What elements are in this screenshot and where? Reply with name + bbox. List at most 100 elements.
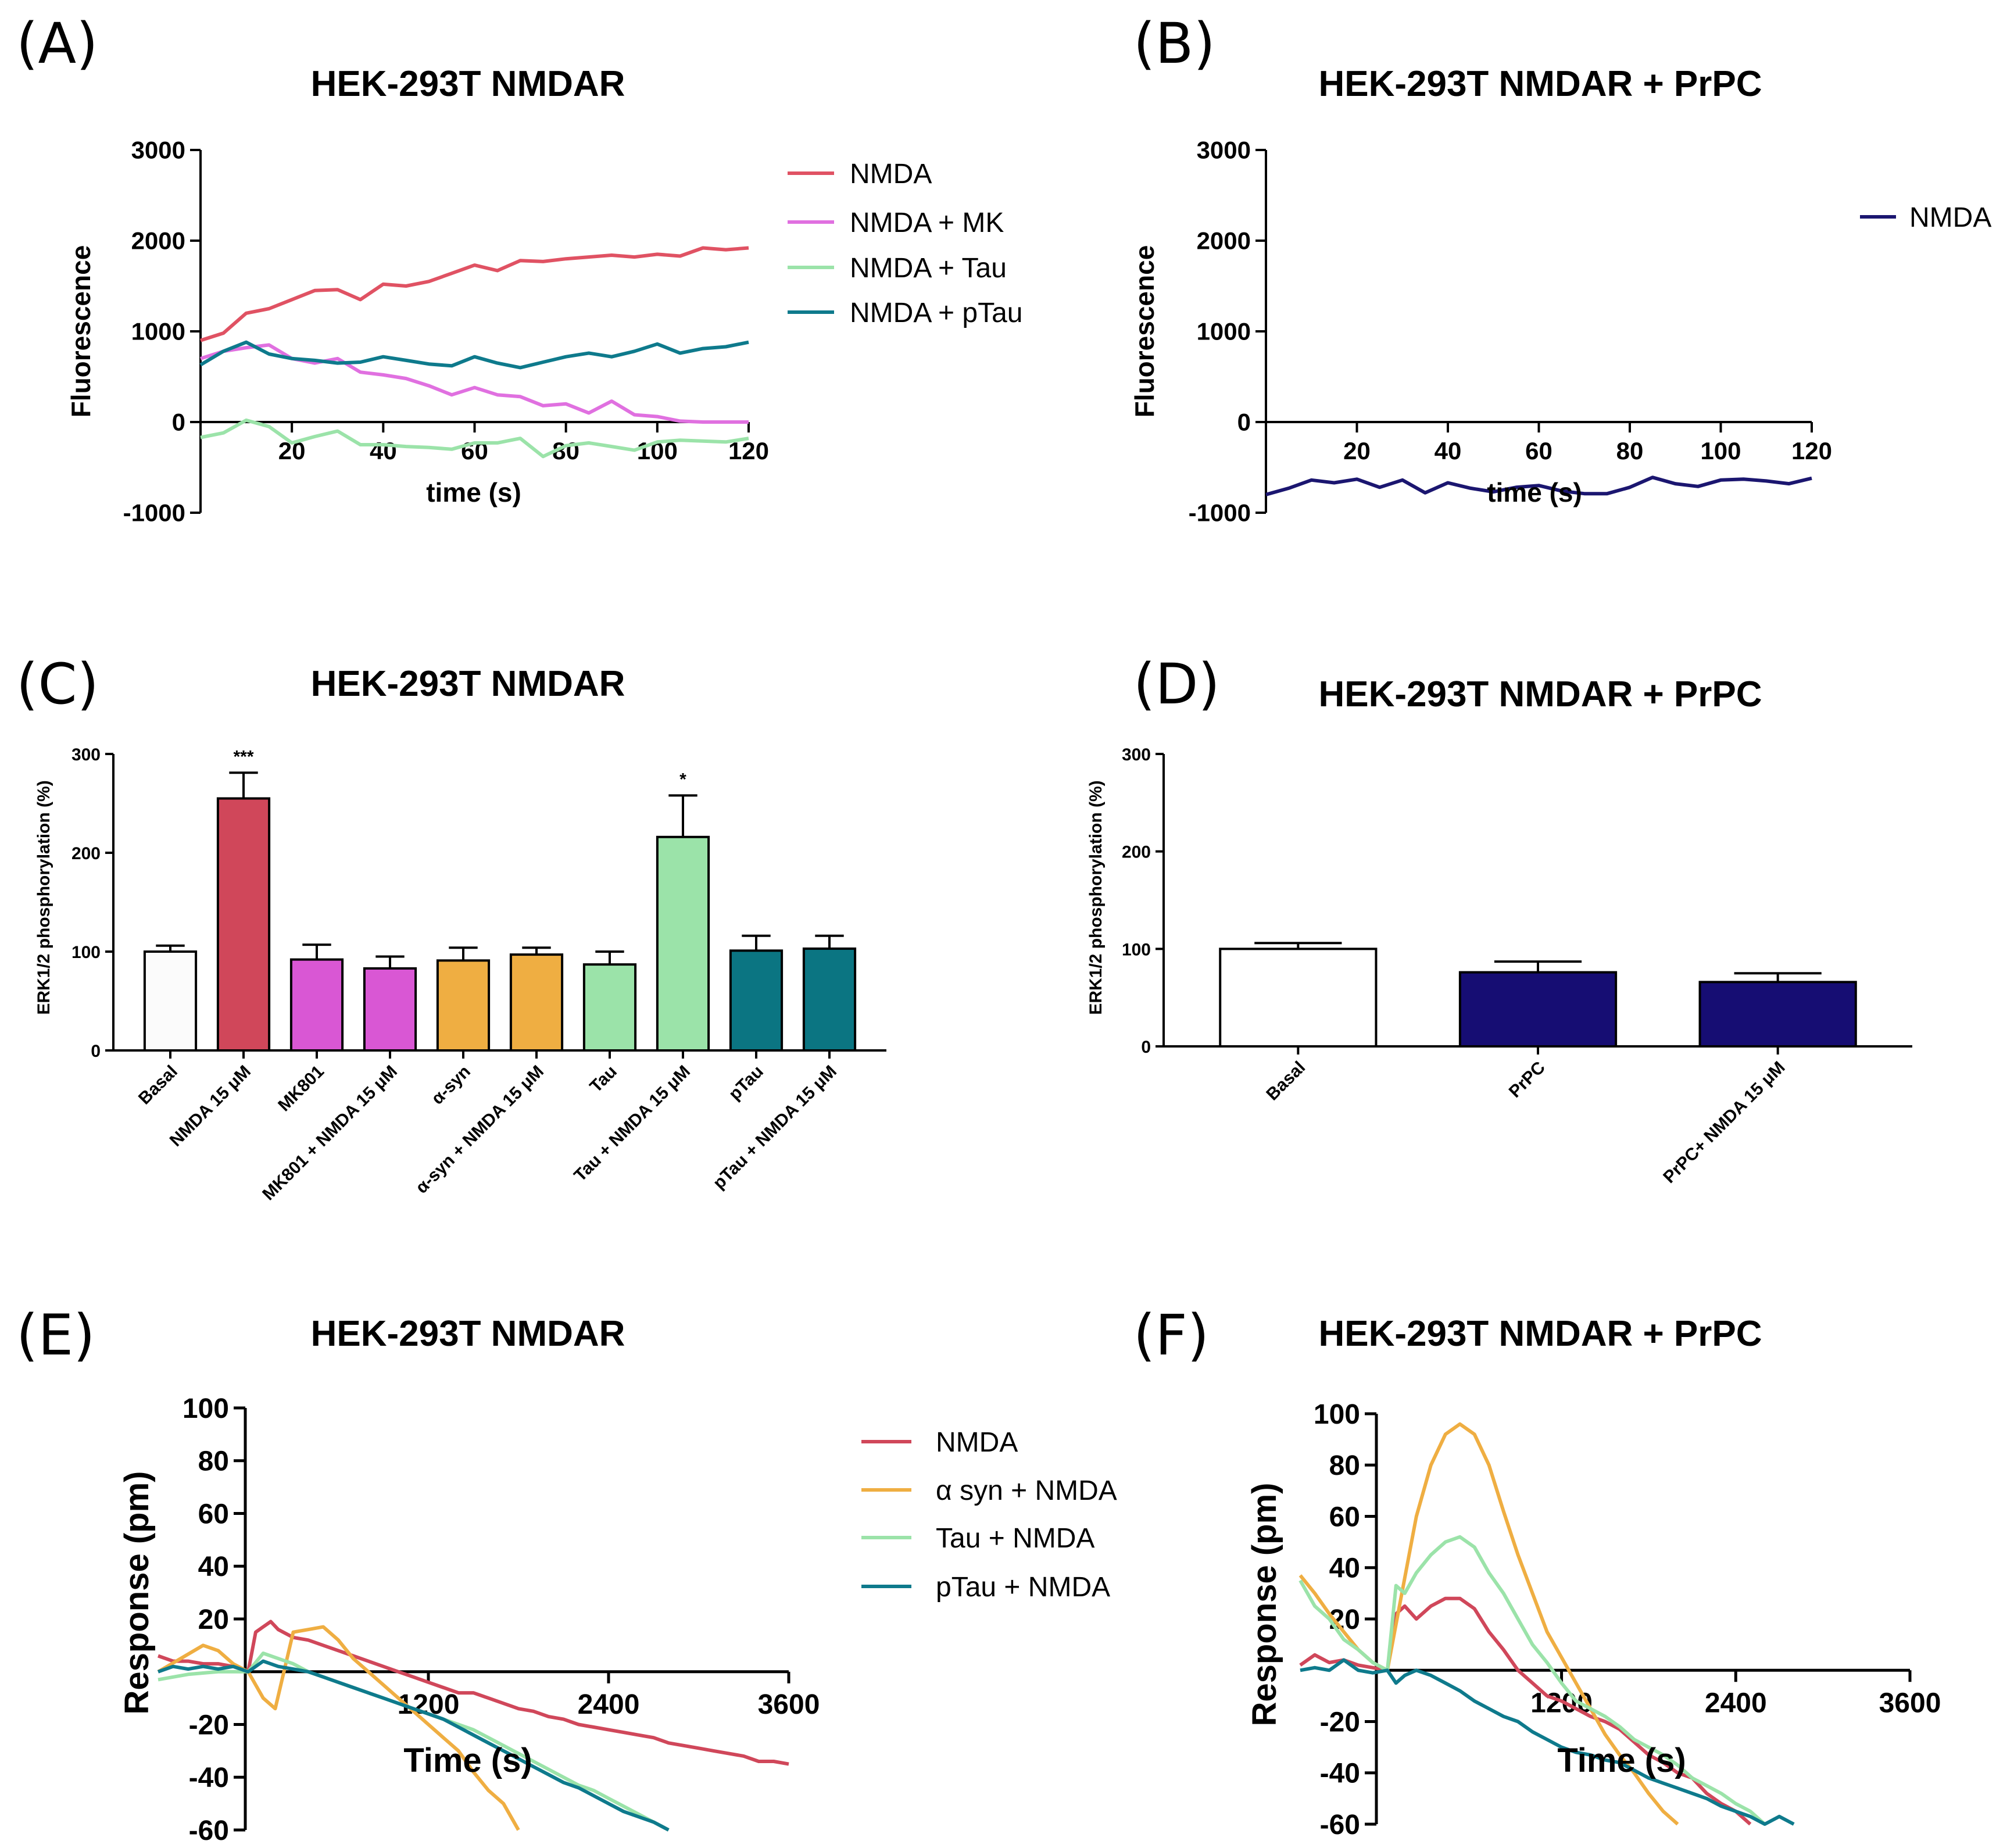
bar-ptau (729, 949, 784, 1052)
bar-nmda-15-m (216, 797, 271, 1052)
y-tick-label: -60 (189, 1815, 229, 1846)
y-tick-label: 100 (183, 1393, 229, 1424)
bar-syn-nmda-15-m (509, 953, 564, 1052)
x-tick-label: 2400 (1705, 1688, 1767, 1718)
y-tick-label: -60 (1320, 1810, 1360, 1840)
y-tick-label: 40 (198, 1552, 229, 1582)
x-tick-label: 40 (1435, 437, 1462, 464)
y-tick-label: 0 (1141, 1038, 1151, 1057)
panel-f-y-label: Response (pm) (1246, 1483, 1283, 1727)
bar-basal (1219, 948, 1378, 1048)
panel-b-title: HEK-293T NMDAR + PrPC (1318, 64, 1762, 104)
significance-marker: * (679, 770, 686, 789)
legend-label-nmda: NMDA (850, 159, 932, 190)
y-tick-label: 40 (1329, 1553, 1360, 1584)
legend-label-e-nmda: NMDA (936, 1427, 1018, 1458)
y-tick-label: 1000 (1197, 318, 1251, 345)
panel-d-plot: 300 200 100 0 Basal PrPC PrPC+ NMDA 15 μM (1122, 745, 1912, 1187)
y-tick-label: 100 (71, 943, 101, 962)
panel-a-legend: NMDA NMDA + MK NMDA + Tau NMDA + pTau (788, 159, 1022, 328)
series-line-tau-nmda (1298, 1535, 1766, 1826)
y-tick-label: 60 (198, 1499, 229, 1529)
legend-label-nmda-mk: NMDA + MK (850, 208, 1004, 238)
bar-syn (436, 959, 491, 1052)
series-line-syn-nmda (157, 1625, 520, 1831)
x-tick-label: 80 (1616, 437, 1644, 464)
panel-c-y-label: ERK1/2 phosphorylation (%) (34, 780, 53, 1014)
panel-f-x-label: Time (s) (1557, 1742, 1686, 1779)
panel-d-title: HEK-293T NMDAR + PrPC (1318, 674, 1762, 714)
x-tick-label: 20 (1343, 437, 1371, 464)
panel-e-legend: NMDA α syn + NMDA Tau + NMDA pTau + NMDA (861, 1427, 1117, 1603)
bar-basal (143, 950, 198, 1052)
panel-e-title: HEK-293T NMDAR (311, 1314, 625, 1354)
y-tick-label: 2000 (131, 227, 185, 255)
legend-label-b-nmda: NMDA (1909, 202, 1991, 233)
series-line-nmda-tau (200, 418, 749, 459)
x-tick-label: 120 (1791, 437, 1832, 464)
y-tick-label: -1000 (1189, 499, 1251, 527)
y-tick-label: -20 (1320, 1707, 1360, 1738)
x-tick-label: MK801 + NMDA 15 μM (259, 1062, 401, 1204)
legend-label-e-tau: Tau + NMDA (936, 1523, 1094, 1554)
bar-tau (582, 963, 637, 1052)
panel-c-title: HEK-293T NMDAR (311, 664, 625, 704)
panel-label-c: (C) (16, 652, 99, 717)
x-tick-label: 2400 (578, 1689, 640, 1720)
y-tick-label: -20 (189, 1710, 229, 1740)
y-tick-label: -40 (189, 1763, 229, 1793)
y-tick-label: 200 (71, 844, 101, 863)
panel-a-y-label: Fluorescence (66, 245, 96, 418)
bar-mk801-nmda-15-m (363, 967, 417, 1052)
panel-b-x-label: time (s) (1487, 477, 1582, 507)
y-tick-label: 0 (91, 1042, 101, 1061)
series-line-ptau-nmda (1300, 1658, 1795, 1826)
y-tick-label: 300 (71, 745, 101, 764)
y-tick-label: 0 (1237, 409, 1251, 436)
legend-label-nmda-tau: NMDA + Tau (850, 253, 1007, 284)
x-tick-label: α-syn (428, 1062, 474, 1109)
y-tick-label: 300 (1122, 745, 1151, 764)
x-tick-label: Basal (135, 1062, 181, 1109)
panel-e: (E) HEK-293T NMDAR 10080604020-20-40-601… (16, 1303, 1117, 1846)
bar-prpc-nmda-15-m (1698, 981, 1857, 1048)
x-tick-label: PrPC+ NMDA 15 μM (1659, 1058, 1788, 1187)
x-tick-label: PrPC (1505, 1058, 1549, 1102)
panel-label-a: (A) (16, 11, 98, 76)
panel-f: (F) HEK-293T NMDAR + PrPC 10080604020-20… (1133, 1303, 1941, 1840)
panel-b-legend: NMDA (1860, 202, 1991, 233)
x-tick-label: 60 (1525, 437, 1552, 464)
x-tick-label: 100 (1700, 437, 1741, 464)
y-tick-label: 200 (1122, 843, 1151, 862)
panel-label-f: (F) (1133, 1303, 1209, 1368)
series-line-nmda (1265, 476, 1812, 496)
y-tick-label: 0 (172, 409, 185, 436)
y-tick-label: 3000 (131, 137, 185, 164)
x-tick-label: pTau (725, 1062, 767, 1104)
series-line-ptau-nmda (158, 1659, 670, 1832)
series-line-nmda-ptau (199, 340, 749, 370)
panel-d-y-label: ERK1/2 phosphorylation (%) (1086, 780, 1106, 1014)
panel-f-title: HEK-293T NMDAR + PrPC (1318, 1314, 1762, 1354)
panel-a-title: HEK-293T NMDAR (311, 64, 625, 104)
y-tick-label: 80 (198, 1446, 229, 1477)
y-tick-label: -40 (1320, 1758, 1360, 1789)
series-line-nmda (200, 246, 749, 342)
bar-ptau-nmda-15-m (802, 947, 857, 1052)
y-tick-label: 3000 (1197, 137, 1251, 164)
x-tick-label: Tau (586, 1062, 620, 1096)
panel-label-d: (D) (1133, 652, 1220, 717)
x-tick-label: MK801 (274, 1062, 328, 1116)
legend-label-e-ptau: pTau + NMDA (936, 1572, 1110, 1603)
y-tick-label: 100 (1314, 1399, 1360, 1430)
significance-marker: *** (233, 747, 253, 766)
panel-b-y-label: Fluorescence (1129, 245, 1160, 418)
panel-a-x-label: time (s) (426, 477, 521, 507)
